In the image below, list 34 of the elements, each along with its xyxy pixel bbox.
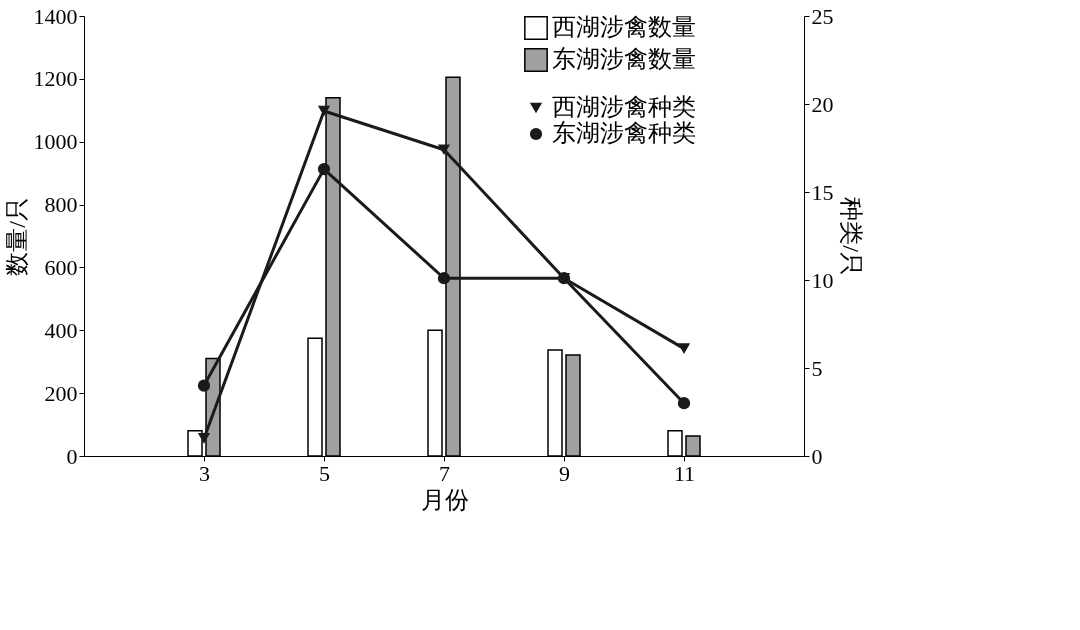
x-axis-title: 月份 [420, 486, 469, 513]
point [677, 343, 691, 354]
y-tick-label: 1000 [33, 129, 78, 155]
legend-label: 西湖涉禽数量 [552, 14, 696, 40]
x-tick-label: 7 [439, 460, 450, 486]
y-tick-label: 1200 [33, 66, 78, 92]
point [437, 272, 451, 285]
y2-tick-label: 10 [811, 267, 834, 293]
y-axis-title: 数量/只 [3, 197, 30, 276]
y2-axis-title: 种类/只 [837, 197, 864, 276]
y-tick-label: 1400 [33, 3, 78, 29]
y2-tick-label: 0 [811, 443, 823, 469]
y2-tick-label: 15 [811, 179, 834, 205]
point [317, 163, 331, 176]
y-tick-label: 800 [44, 192, 78, 218]
x-tick-label: 5 [319, 460, 330, 486]
y-tick-label: 600 [44, 254, 78, 280]
y-tick-label: 200 [44, 380, 78, 406]
y-tick-label: 0 [66, 443, 78, 469]
y2-tick-label: 5 [811, 355, 823, 381]
y2-tick-label: 25 [811, 3, 834, 29]
legend-label: 东湖涉禽数量 [552, 46, 696, 72]
point [437, 144, 451, 156]
point [197, 433, 211, 444]
x-tick-label: 3 [199, 460, 210, 486]
legend-label: 西湖涉禽种类 [552, 94, 696, 120]
point [197, 379, 211, 392]
point [317, 105, 331, 117]
legend-label: 东湖涉禽种类 [552, 120, 696, 146]
x-tick-label: 11 [673, 460, 696, 486]
y-tick-label: 400 [44, 317, 78, 343]
y2-tick-label: 20 [811, 91, 834, 117]
point [677, 397, 691, 410]
x-tick-label: 9 [559, 460, 570, 486]
